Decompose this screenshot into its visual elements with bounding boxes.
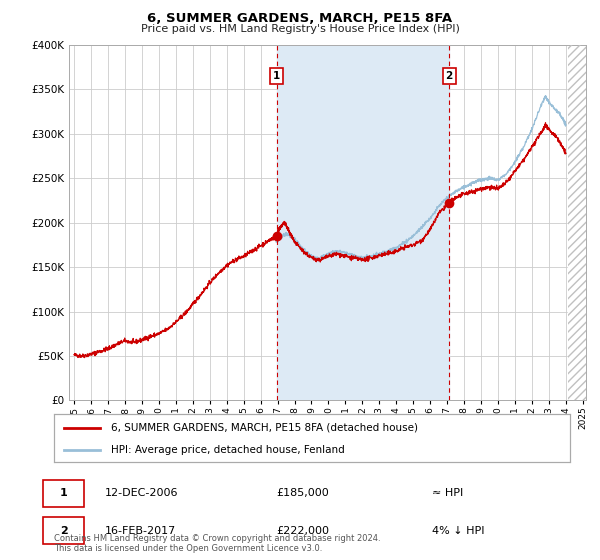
Text: 16-FEB-2017: 16-FEB-2017 [105,526,176,535]
Text: 1: 1 [60,488,67,498]
Text: ≈ HPI: ≈ HPI [432,488,463,498]
Bar [568,45,600,400]
Text: 1: 1 [273,71,280,81]
Bar [277,45,449,400]
Text: Contains HM Land Registry data © Crown copyright and database right 2024.
This d: Contains HM Land Registry data © Crown c… [54,534,380,553]
Text: Price paid vs. HM Land Registry's House Price Index (HPI): Price paid vs. HM Land Registry's House … [140,24,460,34]
Text: 4% ↓ HPI: 4% ↓ HPI [432,526,485,535]
Text: 2: 2 [60,526,67,535]
Text: £222,000: £222,000 [276,526,329,535]
FancyBboxPatch shape [43,517,84,544]
Text: £185,000: £185,000 [276,488,329,498]
Text: 6, SUMMER GARDENS, MARCH, PE15 8FA: 6, SUMMER GARDENS, MARCH, PE15 8FA [148,12,452,25]
Bar [568,45,600,400]
FancyBboxPatch shape [43,479,84,507]
Text: 6, SUMMER GARDENS, MARCH, PE15 8FA (detached house): 6, SUMMER GARDENS, MARCH, PE15 8FA (deta… [111,423,418,433]
Text: HPI: Average price, detached house, Fenland: HPI: Average price, detached house, Fenl… [111,445,344,455]
Text: 2: 2 [446,71,453,81]
Text: 12-DEC-2006: 12-DEC-2006 [105,488,179,498]
